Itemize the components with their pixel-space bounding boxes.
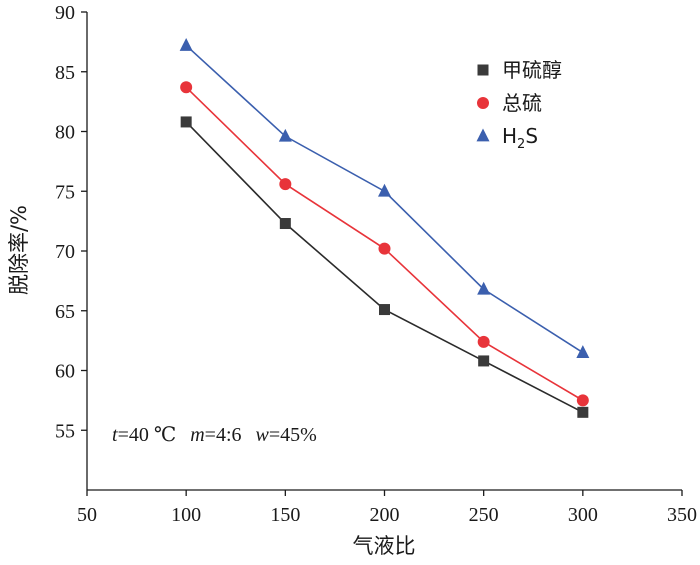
annotation-t-var: t <box>112 424 118 446</box>
data-point-2-2 <box>378 183 391 197</box>
x-tick-label: 350 <box>667 504 697 526</box>
y-tick-label: 85 <box>55 62 75 84</box>
data-point-0-4 <box>577 406 589 418</box>
data-point-0-0 <box>180 116 192 128</box>
series-markers <box>179 38 590 418</box>
y-tick-label: 75 <box>55 181 75 203</box>
data-point-1-3 <box>477 335 490 348</box>
y-tick-label: 65 <box>55 301 75 323</box>
y-tick-label: 60 <box>55 361 75 383</box>
x-axis-title: 气液比 <box>353 534 416 558</box>
x-tick-label: 150 <box>270 504 300 526</box>
data-point-1-1 <box>279 178 292 191</box>
tick-marks <box>81 11 683 496</box>
data-point-2-4 <box>576 345 590 358</box>
legend-marker-0 <box>477 64 489 76</box>
data-point-1-4 <box>576 394 589 407</box>
y-tick-label: 80 <box>55 122 75 144</box>
annotation-w-value: =45% <box>269 424 317 446</box>
y-tick-label: 70 <box>55 241 75 263</box>
legend-marker-1 <box>477 97 489 109</box>
data-point-2-0 <box>179 38 193 51</box>
legend-label-0: 甲硫醇 <box>502 58 562 82</box>
legend-marker-2 <box>476 128 490 142</box>
data-point-0-1 <box>279 218 291 230</box>
data-point-2-3 <box>477 281 491 295</box>
annotation-w-var: w <box>256 424 270 446</box>
x-tick-label: 100 <box>171 504 201 526</box>
y-tick-label: 55 <box>55 420 75 442</box>
annotation-t-value: =40 ℃ <box>118 424 177 446</box>
data-point-0-3 <box>478 355 490 367</box>
data-point-1-0 <box>180 81 193 94</box>
legend-label-2: H2S <box>502 124 538 152</box>
x-tick-label: 200 <box>370 504 400 526</box>
y-tick-label: 90 <box>55 2 75 24</box>
x-tick-label: 250 <box>469 504 499 526</box>
series-line-0 <box>185 121 584 414</box>
x-tick-label: 50 <box>77 504 97 526</box>
data-point-0-2 <box>379 304 390 316</box>
annotation-m-var: m <box>190 424 204 446</box>
data-point-1-2 <box>378 242 391 255</box>
annotation-conditions: t=40 ℃ m=4:6 w=45% <box>112 424 317 446</box>
annotation-m-value: =4:6 <box>205 424 242 446</box>
y-axis-title: 脱除率/% <box>7 205 31 295</box>
data-point-2-1 <box>278 128 292 142</box>
x-tick-label: 300 <box>568 504 598 526</box>
legend-label-1: 总硫 <box>502 91 542 115</box>
tick-labels: 55 60 65 70 75 80 85 90 50 100 150 200 250 300 350 <box>55 2 697 526</box>
